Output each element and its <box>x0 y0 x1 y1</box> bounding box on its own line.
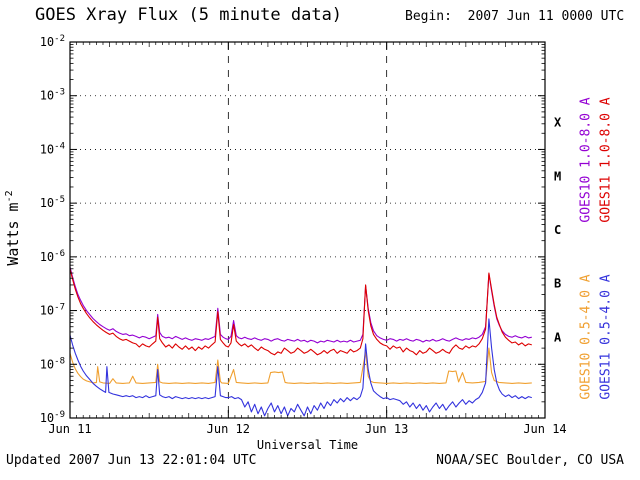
x-tick-label: Jun 14 <box>523 422 566 436</box>
y-tick-label: 10-2 <box>40 34 65 49</box>
plot-border <box>69 41 546 419</box>
y-tick-label: 10-4 <box>40 141 65 156</box>
y-tick-label: 10-6 <box>40 249 65 264</box>
trace-goes11-short <box>69 318 532 417</box>
flare-class-letter-A: A <box>554 330 562 344</box>
trace-goes11-long <box>69 268 532 356</box>
flare-class-letter-C: C <box>554 223 561 237</box>
y-tick-label: 10-8 <box>40 356 65 371</box>
chart-title: GOES Xray Flux (5 minute data) <box>35 5 343 25</box>
x-tick-label: Jun 11 <box>48 422 91 436</box>
trace-goes10-short <box>69 347 532 384</box>
flare-class-letter-M: M <box>554 169 561 183</box>
legend-goes10-short-label: GOES10 0.5-4.0 A <box>578 274 594 400</box>
x-tick-label: Jun 12 <box>207 422 250 436</box>
legend-goes11-short-label: GOES11 0.5-4.0 A <box>598 274 614 400</box>
x-tick-label: Jun 13 <box>365 422 408 436</box>
begin-timestamp: Begin: 2007 Jun 11 0000 UTC <box>405 9 625 24</box>
y-tick-label: 10-7 <box>40 303 65 318</box>
y-tick-label: 10-5 <box>40 195 65 210</box>
updated-timestamp: Updated 2007 Jun 13 22:01:04 UTC <box>6 453 257 468</box>
flare-class-letter-X: X <box>554 116 562 130</box>
legend-goes11-long-label: GOES11 1.0-8.0 A <box>598 97 614 223</box>
legend-goes10-long-label: GOES10 1.0-8.0 A <box>578 97 594 223</box>
trace-goes10-long <box>69 266 532 344</box>
y-tick-label: 10-3 <box>40 88 65 103</box>
x-axis-title: Universal Time <box>256 438 359 452</box>
credit-text: NOAA/SEC Boulder, CO USA <box>436 453 624 468</box>
flare-class-letter-B: B <box>554 277 561 291</box>
